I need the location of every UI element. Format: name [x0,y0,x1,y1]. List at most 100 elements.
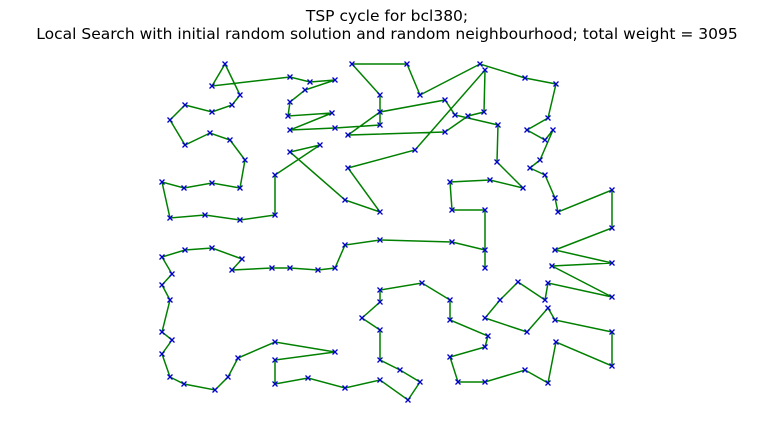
city-marker [482,344,488,350]
city-marker [242,157,248,163]
city-marker [342,197,348,203]
city-marker [377,327,383,333]
city-marker [481,109,487,115]
city-marker [272,381,278,387]
city-marker [225,374,231,380]
city-marker [477,61,483,67]
city-marker [345,165,351,171]
city-marker [239,256,245,262]
city-marker [202,212,208,218]
city-marker [159,179,165,185]
city-marker [549,263,555,269]
city-marker [169,271,175,277]
city-marker [307,79,313,85]
city-marker [545,380,551,386]
city-marker [447,179,453,185]
city-marker [555,209,561,215]
city-marker [482,265,488,271]
city-marker [553,339,559,345]
city-marker [524,329,530,335]
city-marker [609,260,615,266]
city-marker [182,102,188,108]
city-marker [455,379,461,385]
city-marker [272,357,278,363]
city-marker [237,92,243,98]
city-marker [377,92,383,98]
city-marker [167,117,173,123]
city-marker [229,267,235,273]
city-marker [545,280,551,286]
city-marker [552,195,558,201]
city-marker [209,109,215,115]
city-marker [167,297,173,303]
city-marker [305,375,311,381]
chart-title: TSP cycle for bcl380; [305,7,468,25]
city-marker [272,212,278,218]
city-marker [317,142,323,148]
city-marker [169,337,175,343]
city-marker [482,379,488,385]
city-marker [482,67,488,73]
city-marker [412,147,418,153]
city-marker [552,317,558,323]
city-marker [609,294,615,300]
city-marker [609,225,615,231]
city-marker [209,245,215,251]
city-marker [542,137,548,143]
city-marker [482,247,488,253]
city-marker [495,122,501,128]
city-marker [417,92,423,98]
city-marker [545,305,551,311]
city-marker [609,329,615,335]
city-marker [332,125,338,131]
city-marker [159,351,165,357]
city-marker [182,142,188,148]
city-marker [287,149,293,155]
city-marker [229,102,235,108]
city-marker [332,77,338,83]
city-marker [527,165,533,171]
city-marker [494,159,500,165]
city-marker [209,180,215,186]
city-marker [342,242,348,248]
city-marker [447,297,453,303]
city-marker [209,83,215,89]
city-marker [315,267,321,273]
city-marker [397,367,403,373]
city-marker [302,87,308,93]
city-marker [377,287,383,293]
city-marker [447,317,453,323]
tour-line [160,62,613,402]
city-marker [377,299,383,305]
city-marker [349,61,355,67]
city-marker [181,381,187,387]
city-marker [212,387,218,393]
city-marker [159,329,165,335]
city-marker [332,349,338,355]
city-marker [345,132,351,138]
city-marker [609,363,615,369]
city-marker [377,109,383,115]
city-marker [515,279,521,285]
city-marker [342,385,348,391]
city-marker [167,215,173,221]
city-marker [550,127,556,133]
city-marker [287,99,293,105]
city-marker [377,357,383,363]
city-marker [377,122,383,128]
city-marker [417,379,423,385]
city-marker [419,280,425,286]
city-marker [405,397,411,403]
city-marker [497,297,503,303]
city-marker [377,209,383,215]
city-marker [442,97,448,103]
city-marker [537,157,543,163]
city-marker [237,185,243,191]
city-marker [524,127,530,133]
city-marker [182,247,188,253]
city-marker [287,74,293,80]
city-marker [285,113,291,119]
city-marker [449,239,455,245]
